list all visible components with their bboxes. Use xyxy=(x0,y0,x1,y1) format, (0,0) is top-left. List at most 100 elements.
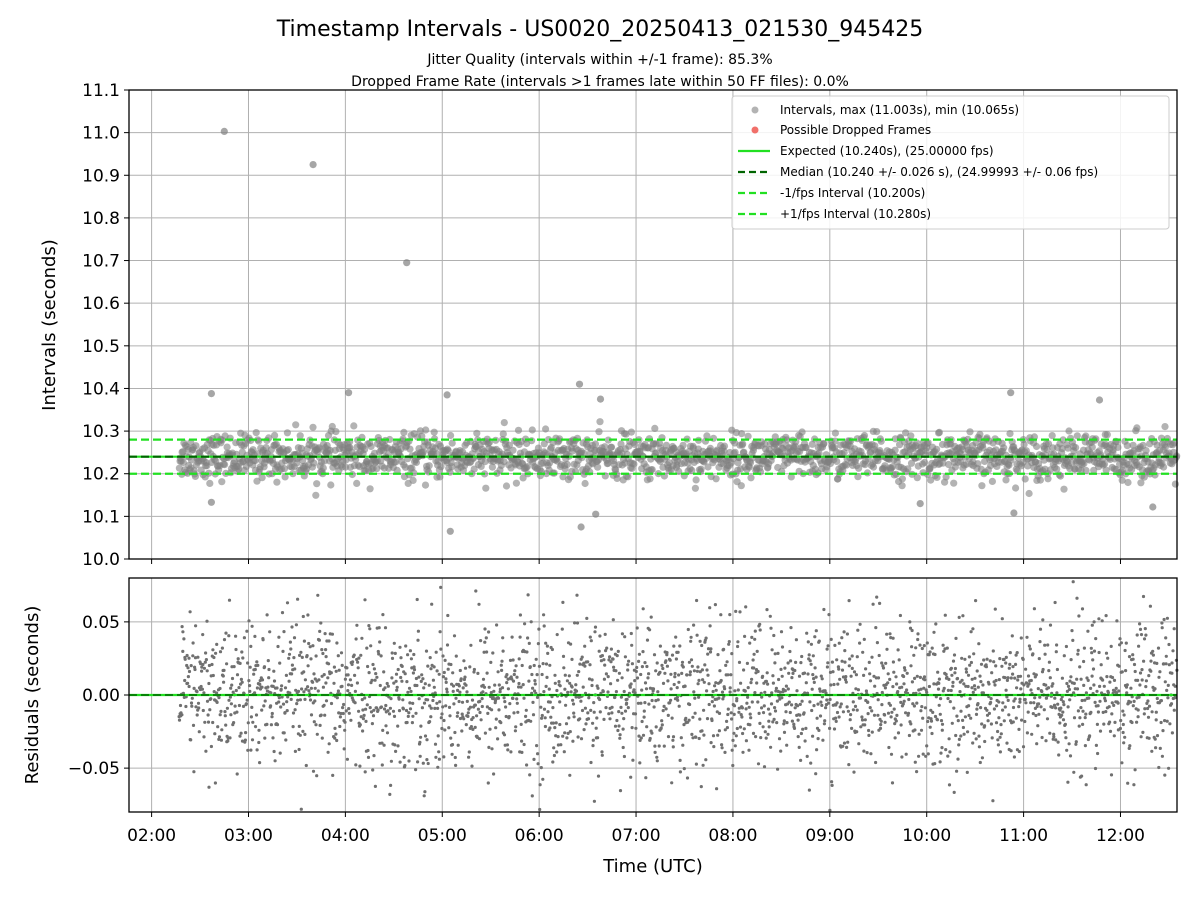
residual-point xyxy=(872,713,877,717)
residual-point xyxy=(392,681,396,685)
residual-point xyxy=(750,700,754,704)
residual-point xyxy=(1089,710,1093,715)
residual-point xyxy=(756,669,760,674)
residual-point xyxy=(819,674,823,678)
residual-point xyxy=(881,666,886,670)
intervals-y-tick-label-5: 10.5 xyxy=(82,337,120,357)
residual-point xyxy=(1000,617,1004,621)
residual-point xyxy=(600,654,605,658)
residual-point xyxy=(1009,749,1013,753)
residual-point xyxy=(849,713,853,717)
residual-point xyxy=(212,690,216,694)
residual-point xyxy=(238,734,242,738)
legend-label-median: Median (10.240 +/- 0.026 s), (24.99993 +… xyxy=(780,165,1098,179)
residual-point xyxy=(930,646,934,650)
interval-point xyxy=(326,446,334,454)
residual-point xyxy=(934,622,938,626)
residual-point xyxy=(708,624,712,628)
residual-point xyxy=(438,700,442,704)
residual-point xyxy=(627,659,631,663)
residual-point xyxy=(423,734,428,738)
residual-point xyxy=(504,714,508,719)
residual-point xyxy=(791,671,795,676)
residual-point xyxy=(1147,674,1151,678)
interval-point xyxy=(1124,478,1132,487)
residual-point xyxy=(178,703,183,708)
residual-point xyxy=(495,623,499,627)
residual-point xyxy=(1072,681,1076,686)
interval-point xyxy=(251,457,259,465)
residual-point xyxy=(1150,749,1154,753)
residual-point xyxy=(656,690,660,694)
legend-box xyxy=(731,95,1170,230)
residual-point xyxy=(847,763,851,767)
residual-point xyxy=(1020,718,1024,722)
residual-point xyxy=(563,687,567,691)
residual-point xyxy=(1132,783,1136,787)
residual-point xyxy=(484,636,488,640)
residual-point xyxy=(1108,729,1113,734)
residual-point xyxy=(378,640,382,644)
intervals-y-tick-label-4: 10.4 xyxy=(82,379,120,399)
residual-point xyxy=(744,605,748,609)
residual-point xyxy=(1036,687,1040,691)
residual-point xyxy=(808,659,812,663)
residual-point xyxy=(571,702,576,706)
residual-point xyxy=(765,608,769,612)
residual-point xyxy=(1045,717,1050,721)
residual-point xyxy=(551,721,556,725)
interval-point xyxy=(703,432,711,440)
residual-point xyxy=(644,687,649,691)
residual-point xyxy=(748,723,752,727)
residual-point xyxy=(1122,713,1126,717)
residual-point xyxy=(872,674,876,678)
residual-point xyxy=(428,704,432,708)
residual-point xyxy=(836,682,840,686)
residual-point xyxy=(619,705,623,710)
residual-point xyxy=(844,675,848,679)
residual-point xyxy=(902,674,906,679)
residual-point xyxy=(652,705,656,709)
residual-point xyxy=(812,704,816,708)
residual-point xyxy=(1028,647,1032,651)
residual-point xyxy=(561,600,565,605)
residual-point xyxy=(411,701,415,706)
residual-point xyxy=(205,699,210,703)
residual-point xyxy=(281,702,286,706)
residual-point xyxy=(792,722,796,726)
residual-point xyxy=(414,768,418,772)
residual-point xyxy=(686,627,690,632)
residual-point xyxy=(956,757,960,761)
residual-point xyxy=(191,723,196,728)
residual-point xyxy=(297,724,301,729)
residual-point xyxy=(1154,746,1158,750)
residual-point xyxy=(462,717,466,721)
residual-point xyxy=(999,732,1003,736)
residual-point xyxy=(508,702,512,706)
residual-point xyxy=(285,709,289,713)
residual-point xyxy=(579,699,583,703)
residual-point xyxy=(1005,695,1009,699)
residual-point xyxy=(369,644,373,648)
residual-point xyxy=(574,695,578,699)
interval-point xyxy=(720,447,728,455)
interval-point xyxy=(481,458,489,466)
residual-point xyxy=(502,733,507,737)
residual-point xyxy=(1017,705,1021,709)
residual-point xyxy=(769,702,774,706)
residual-point xyxy=(222,638,227,642)
residual-point xyxy=(238,661,242,666)
residual-point xyxy=(621,745,625,750)
residual-point xyxy=(1068,679,1072,683)
residual-point xyxy=(1054,650,1058,654)
residual-point xyxy=(432,685,436,689)
residual-point xyxy=(185,653,189,658)
residual-point xyxy=(720,690,725,694)
residual-point xyxy=(370,722,374,726)
residual-point xyxy=(852,770,856,774)
residual-point xyxy=(698,639,702,643)
residual-point xyxy=(661,666,665,671)
residual-point xyxy=(436,765,440,769)
interval-point xyxy=(519,474,527,482)
residual-point xyxy=(456,711,460,715)
